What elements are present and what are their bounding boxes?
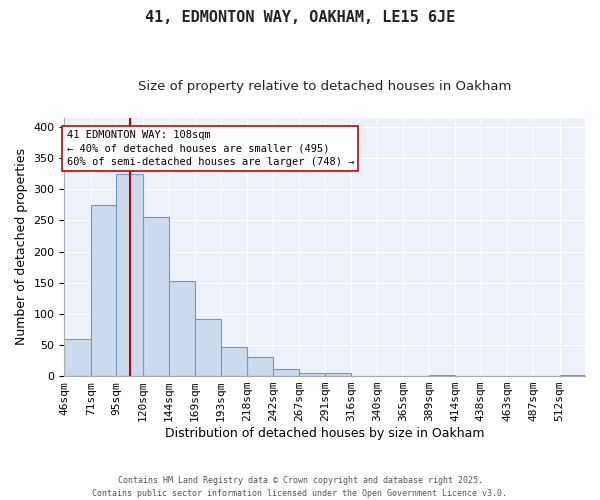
Bar xyxy=(91,205,116,376)
Bar xyxy=(325,373,351,376)
Bar xyxy=(221,347,247,376)
Title: Size of property relative to detached houses in Oakham: Size of property relative to detached ho… xyxy=(138,80,511,93)
Bar xyxy=(247,357,272,376)
Bar xyxy=(560,375,585,376)
Bar xyxy=(169,281,195,376)
Bar xyxy=(64,338,91,376)
Text: Contains HM Land Registry data © Crown copyright and database right 2025.
Contai: Contains HM Land Registry data © Crown c… xyxy=(92,476,508,498)
Bar xyxy=(429,375,455,376)
Y-axis label: Number of detached properties: Number of detached properties xyxy=(15,148,28,346)
X-axis label: Distribution of detached houses by size in Oakham: Distribution of detached houses by size … xyxy=(165,427,484,440)
Bar xyxy=(116,174,143,376)
Text: 41 EDMONTON WAY: 108sqm
← 40% of detached houses are smaller (495)
60% of semi-d: 41 EDMONTON WAY: 108sqm ← 40% of detache… xyxy=(67,130,354,166)
Bar xyxy=(143,218,169,376)
Bar xyxy=(272,369,299,376)
Text: 41, EDMONTON WAY, OAKHAM, LE15 6JE: 41, EDMONTON WAY, OAKHAM, LE15 6JE xyxy=(145,10,455,25)
Bar xyxy=(299,373,325,376)
Bar xyxy=(195,320,221,376)
